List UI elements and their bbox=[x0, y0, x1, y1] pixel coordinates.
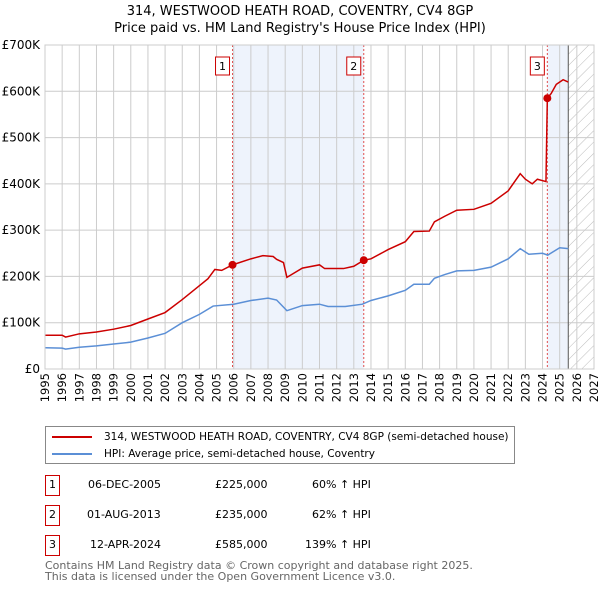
y-tick-label: £600K bbox=[2, 84, 42, 98]
sale-label-box bbox=[529, 56, 545, 76]
legend-item-property: 314, WESTWOOD HEATH ROAD, COVENTRY, CV4 … bbox=[52, 429, 509, 445]
x-tick-label: 2006 bbox=[227, 373, 241, 402]
x-tick-label: 2022 bbox=[501, 373, 515, 402]
x-tick-label: 2027 bbox=[587, 373, 600, 402]
x-tick-label: 1996 bbox=[55, 373, 69, 402]
sale-label: 2 bbox=[350, 60, 357, 73]
sale-price: £585,000 bbox=[215, 538, 268, 551]
x-tick-label: 2025 bbox=[553, 373, 567, 402]
x-tick-label: 2004 bbox=[192, 373, 206, 402]
footer-licence: This data is licensed under the Open Gov… bbox=[45, 570, 396, 583]
x-tick-label: 2020 bbox=[467, 373, 481, 402]
y-tick-label: £500K bbox=[2, 131, 42, 145]
legend-label: 314, WESTWOOD HEATH ROAD, COVENTRY, CV4 … bbox=[104, 431, 509, 443]
x-tick-label: 2021 bbox=[484, 373, 498, 402]
x-tick-label: 2012 bbox=[330, 373, 344, 402]
sale-point bbox=[359, 256, 368, 265]
x-tick-label: 2001 bbox=[141, 373, 155, 402]
sale-date: 01-AUG-2013 bbox=[87, 508, 161, 521]
plot-frame bbox=[44, 44, 595, 370]
legend-label: HPI: Average price, semi-detached house,… bbox=[104, 448, 375, 460]
x-tick-label: 2005 bbox=[210, 373, 224, 402]
sale-point bbox=[228, 260, 237, 269]
x-tick-label: 2000 bbox=[124, 373, 138, 402]
x-tick-label: 2003 bbox=[175, 373, 189, 402]
x-tick-label: 2008 bbox=[261, 373, 275, 402]
legend: 314, WESTWOOD HEATH ROAD, COVENTRY, CV4 … bbox=[45, 426, 515, 464]
price-chart: 1995 1996 1997 1998 1999 2000 2001 2002 2003 2004… bbox=[2, 38, 600, 402]
y-tick-label: £0 bbox=[25, 362, 40, 376]
legend-swatch-blue bbox=[52, 453, 92, 455]
sale-price: £225,000 bbox=[215, 478, 268, 491]
future-hatch bbox=[568, 45, 594, 369]
sale-marker-label: 1 bbox=[45, 475, 60, 496]
sale-label-box bbox=[215, 56, 231, 76]
x-tick-label: 2010 bbox=[295, 373, 309, 402]
legend-item-hpi: HPI: Average price, semi-detached house,… bbox=[52, 446, 375, 462]
x-tick-label: 1999 bbox=[107, 373, 121, 402]
x-tick-label: 1998 bbox=[89, 373, 103, 402]
sale-label: 1 bbox=[219, 60, 226, 73]
sale-hpi: 60% ↑ HPI bbox=[312, 478, 371, 491]
x-tick-label: 1995 bbox=[38, 373, 52, 402]
sale-row: 3 12-APR-2024 £585,000 139% ↑ HPI bbox=[45, 535, 505, 556]
sale-row: 1 06-DEC-2005 £225,000 60% ↑ HPI bbox=[45, 475, 505, 496]
shaded-period bbox=[232, 45, 364, 369]
sale-label-box bbox=[346, 56, 362, 76]
x-tick-label: 2007 bbox=[244, 373, 258, 402]
x-tick-label: 2018 bbox=[433, 373, 447, 402]
sale-date: 06-DEC-2005 bbox=[88, 478, 162, 491]
sale-hpi: 139% ↑ HPI bbox=[305, 538, 371, 551]
x-tick-label: 2009 bbox=[278, 373, 292, 402]
chart-subtitle: Price paid vs. HM Land Registry's House … bbox=[114, 21, 486, 36]
hpi-line bbox=[44, 246, 569, 350]
property-price-line bbox=[45, 78, 569, 338]
y-tick-label: £400K bbox=[2, 177, 42, 191]
y-tick-label: £300K bbox=[2, 223, 42, 237]
footer: Contains HM Land Registry data © Crown c… bbox=[45, 560, 473, 582]
sale-row: 2 01-AUG-2013 £235,000 62% ↑ HPI bbox=[45, 505, 505, 526]
sale-label: 3 bbox=[534, 60, 541, 73]
chart-title: 314, WESTWOOD HEATH ROAD, COVENTRY, CV4 … bbox=[126, 4, 474, 19]
x-tick-label: 2023 bbox=[518, 373, 532, 402]
x-tick-label: 2026 bbox=[570, 373, 584, 402]
legend-swatch-red bbox=[52, 436, 92, 438]
y-tick-label: £700K bbox=[2, 38, 42, 52]
sale-point bbox=[543, 94, 552, 103]
footer-copyright: Contains HM Land Registry data © Crown c… bbox=[45, 559, 473, 572]
sale-price: £235,000 bbox=[215, 508, 268, 521]
x-tick-label: 1997 bbox=[72, 373, 86, 402]
x-tick-label: 2015 bbox=[381, 373, 395, 402]
sale-hpi: 62% ↑ HPI bbox=[312, 508, 371, 521]
x-tick-label: 2014 bbox=[364, 373, 378, 402]
sale-date: 12-APR-2024 bbox=[90, 538, 162, 551]
sale-marker-label: 2 bbox=[45, 505, 60, 526]
x-tick-label: 2016 bbox=[398, 373, 412, 402]
x-tick-label: 2019 bbox=[450, 373, 464, 402]
y-tick-label: £200K bbox=[2, 269, 42, 283]
x-tick-label: 2011 bbox=[313, 373, 327, 402]
shaded-period bbox=[547, 45, 569, 369]
sale-marker-label: 3 bbox=[45, 535, 60, 556]
x-tick-label: 2024 bbox=[536, 373, 550, 402]
x-tick-label: 2013 bbox=[347, 373, 361, 402]
y-tick-label: £100K bbox=[2, 316, 42, 330]
x-tick-label: 2017 bbox=[415, 373, 429, 402]
x-tick-label: 2002 bbox=[158, 373, 172, 402]
